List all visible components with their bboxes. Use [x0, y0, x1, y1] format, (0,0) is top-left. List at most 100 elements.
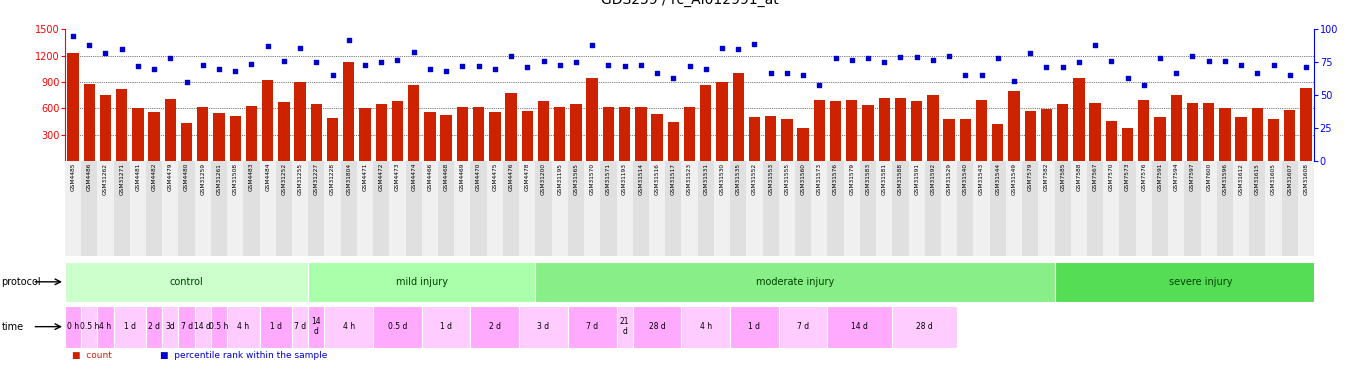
- Bar: [617, 161, 633, 256]
- Point: [614, 63, 635, 69]
- Text: GSM4486: GSM4486: [87, 163, 92, 191]
- Bar: [243, 161, 260, 256]
- Text: GSM4474: GSM4474: [411, 163, 416, 191]
- Text: GSM31579: GSM31579: [849, 163, 854, 195]
- Bar: [324, 161, 341, 256]
- Text: GSM31591: GSM31591: [914, 163, 919, 195]
- Point: [1068, 59, 1090, 65]
- Bar: [227, 161, 243, 256]
- Text: GSM31543: GSM31543: [979, 163, 984, 195]
- Bar: [360, 108, 370, 161]
- Text: 0.5 h: 0.5 h: [80, 322, 99, 331]
- Bar: [895, 98, 906, 161]
- Bar: [633, 161, 649, 256]
- Point: [581, 42, 603, 48]
- Point: [679, 63, 700, 69]
- Text: GSM4473: GSM4473: [395, 163, 400, 191]
- Bar: [519, 161, 535, 256]
- Point: [354, 62, 376, 68]
- Bar: [1025, 111, 1036, 161]
- Text: 0 h: 0 h: [68, 322, 78, 331]
- Text: 4 h: 4 h: [238, 322, 249, 331]
- Point: [857, 55, 879, 61]
- Text: GSM31531: GSM31531: [703, 163, 708, 195]
- Bar: [1249, 161, 1265, 256]
- Point: [1084, 42, 1106, 48]
- Text: 1 d: 1 d: [441, 322, 452, 331]
- Bar: [730, 306, 779, 348]
- Text: GSM31612: GSM31612: [1238, 163, 1244, 195]
- Bar: [617, 306, 633, 348]
- Point: [176, 79, 197, 85]
- Text: GSM31516: GSM31516: [654, 163, 660, 195]
- Point: [792, 72, 814, 78]
- Bar: [81, 306, 97, 348]
- Bar: [487, 161, 503, 256]
- Text: GSM31588: GSM31588: [898, 163, 903, 195]
- Bar: [668, 122, 679, 161]
- Text: GSM7570: GSM7570: [1109, 163, 1114, 191]
- Bar: [568, 161, 584, 256]
- Text: severe injury: severe injury: [1169, 277, 1232, 287]
- Bar: [1298, 161, 1314, 256]
- Text: GSM31555: GSM31555: [784, 163, 790, 195]
- Point: [241, 61, 262, 67]
- Bar: [633, 306, 681, 348]
- Bar: [746, 161, 763, 256]
- Bar: [927, 95, 938, 161]
- Text: GSM31581: GSM31581: [882, 163, 887, 195]
- Text: GSM4484: GSM4484: [265, 163, 270, 191]
- Bar: [1136, 161, 1152, 256]
- Text: GSM31605: GSM31605: [1271, 163, 1276, 195]
- Text: 2 d: 2 d: [149, 322, 160, 331]
- Text: GSM31549: GSM31549: [1011, 163, 1017, 195]
- Bar: [584, 161, 600, 256]
- Bar: [246, 106, 257, 161]
- Bar: [587, 78, 598, 161]
- Bar: [717, 82, 727, 161]
- Point: [95, 50, 116, 56]
- Bar: [846, 100, 857, 161]
- Bar: [957, 161, 973, 256]
- Bar: [376, 104, 387, 161]
- Bar: [700, 85, 711, 161]
- Text: GSM31529: GSM31529: [946, 163, 952, 195]
- Bar: [441, 115, 452, 161]
- Bar: [132, 108, 143, 161]
- Point: [1230, 62, 1252, 68]
- Text: GSM31573: GSM31573: [817, 163, 822, 195]
- Point: [322, 72, 343, 78]
- Text: GSM7567: GSM7567: [1092, 163, 1098, 191]
- Text: protocol: protocol: [1, 277, 41, 287]
- Text: 4 h: 4 h: [100, 322, 111, 331]
- Text: GSM31608: GSM31608: [1303, 163, 1309, 195]
- Text: GSM31517: GSM31517: [671, 163, 676, 195]
- Bar: [781, 119, 792, 161]
- Bar: [795, 161, 811, 256]
- Point: [419, 66, 441, 72]
- Bar: [162, 161, 178, 256]
- Bar: [149, 112, 160, 161]
- Bar: [698, 161, 714, 256]
- Point: [598, 62, 619, 68]
- Bar: [814, 100, 825, 161]
- Point: [257, 44, 279, 49]
- Bar: [1168, 161, 1184, 256]
- Point: [370, 59, 392, 65]
- Bar: [408, 86, 419, 161]
- Bar: [1009, 91, 1019, 161]
- Text: GSM31200: GSM31200: [541, 163, 546, 195]
- Point: [825, 55, 846, 61]
- Bar: [197, 107, 208, 161]
- Bar: [311, 104, 322, 161]
- Point: [306, 59, 327, 65]
- Bar: [1301, 88, 1311, 161]
- Bar: [1284, 110, 1295, 161]
- Point: [1295, 64, 1317, 70]
- Bar: [684, 108, 695, 161]
- Bar: [1057, 104, 1068, 161]
- Text: GSM31571: GSM31571: [606, 163, 611, 195]
- Text: GSM31514: GSM31514: [638, 163, 644, 195]
- Text: GSM4481: GSM4481: [135, 163, 141, 191]
- Text: 3 d: 3 d: [538, 322, 549, 331]
